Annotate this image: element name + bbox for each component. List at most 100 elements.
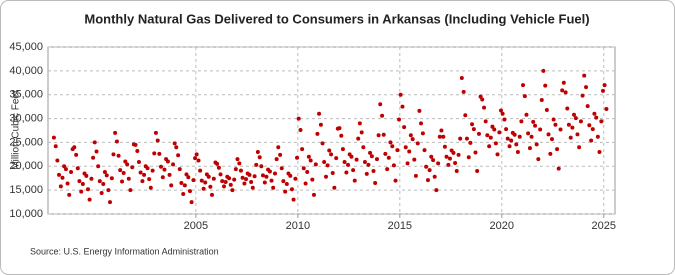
data-point — [176, 153, 181, 158]
data-point — [232, 177, 237, 182]
data-point — [318, 122, 323, 127]
data-point — [439, 128, 444, 133]
data-point — [476, 131, 481, 136]
data-point — [147, 177, 152, 182]
data-point — [337, 126, 342, 131]
data-point — [549, 137, 554, 142]
data-point — [257, 155, 262, 160]
data-point — [244, 177, 249, 182]
data-point — [517, 134, 522, 139]
data-point — [58, 184, 63, 189]
data-point — [556, 166, 561, 171]
data-point — [403, 145, 408, 150]
y-tick-label: 25,000 — [9, 136, 43, 148]
data-point — [315, 131, 320, 136]
data-point — [238, 168, 243, 173]
data-point — [544, 107, 549, 112]
data-point — [250, 185, 255, 190]
data-point — [397, 117, 402, 122]
data-point — [293, 176, 298, 181]
data-point — [74, 152, 79, 157]
data-point — [330, 170, 335, 175]
data-point — [546, 132, 551, 137]
data-point — [194, 152, 199, 157]
data-point — [118, 168, 123, 173]
data-point — [500, 111, 505, 116]
data-point — [327, 148, 332, 153]
data-point — [334, 156, 339, 161]
y-axis-label: Million Cubic Feet — [11, 90, 22, 170]
source-note: Source: U.S. Energy Information Administ… — [30, 246, 219, 256]
data-point — [577, 145, 582, 150]
data-point — [391, 163, 396, 168]
data-point — [298, 128, 303, 133]
data-point — [400, 104, 405, 109]
data-point — [570, 125, 575, 130]
data-point — [252, 174, 257, 179]
data-point — [267, 169, 272, 174]
data-point — [91, 155, 96, 160]
data-point — [55, 158, 60, 163]
data-point — [158, 164, 163, 169]
data-point — [142, 172, 147, 177]
data-point — [442, 144, 447, 149]
data-point — [153, 130, 158, 135]
data-point — [80, 181, 85, 186]
data-point — [106, 188, 111, 193]
data-point — [306, 154, 311, 159]
data-point — [77, 179, 82, 184]
data-point — [121, 170, 126, 175]
data-point — [75, 166, 80, 171]
data-point — [97, 179, 102, 184]
data-point — [551, 117, 556, 122]
data-point — [155, 138, 160, 143]
y-tick-label: 35,000 — [9, 89, 43, 101]
data-point — [160, 175, 165, 180]
data-point — [150, 168, 155, 173]
data-point — [505, 136, 510, 141]
data-point — [196, 158, 201, 163]
data-point — [521, 83, 526, 88]
chart-title: Monthly Natural Gas Delivered to Consume… — [84, 11, 589, 26]
data-point — [305, 170, 310, 175]
data-point — [553, 122, 558, 127]
data-point — [199, 178, 204, 183]
data-point — [558, 127, 563, 132]
data-point — [233, 167, 238, 172]
data-point — [260, 173, 265, 178]
data-point — [373, 180, 378, 185]
data-point — [111, 152, 116, 157]
data-point — [362, 159, 367, 164]
data-point — [94, 149, 99, 154]
data-point — [487, 144, 492, 149]
data-point — [269, 178, 274, 183]
data-point — [509, 138, 514, 143]
data-point — [342, 159, 347, 164]
data-point — [419, 121, 424, 126]
data-point — [283, 189, 288, 194]
data-point — [329, 152, 334, 157]
data-point — [441, 134, 446, 139]
data-point — [242, 181, 247, 186]
data-point — [104, 173, 109, 178]
data-point — [133, 142, 138, 147]
data-point — [126, 176, 131, 181]
data-point — [407, 149, 412, 154]
data-point — [109, 176, 114, 181]
x-tick-label: 2010 — [286, 220, 310, 232]
data-point — [522, 94, 527, 99]
data-point — [79, 189, 84, 194]
data-point — [162, 167, 167, 172]
data-point — [273, 171, 278, 176]
data-point — [51, 135, 56, 140]
data-point — [187, 189, 192, 194]
data-point — [395, 148, 400, 153]
data-point — [527, 146, 532, 151]
plot-area — [47, 46, 616, 215]
data-point — [595, 134, 600, 139]
data-point — [515, 149, 520, 154]
data-point — [398, 92, 403, 97]
data-point — [230, 188, 235, 193]
data-point — [69, 170, 74, 175]
data-point — [203, 180, 208, 185]
